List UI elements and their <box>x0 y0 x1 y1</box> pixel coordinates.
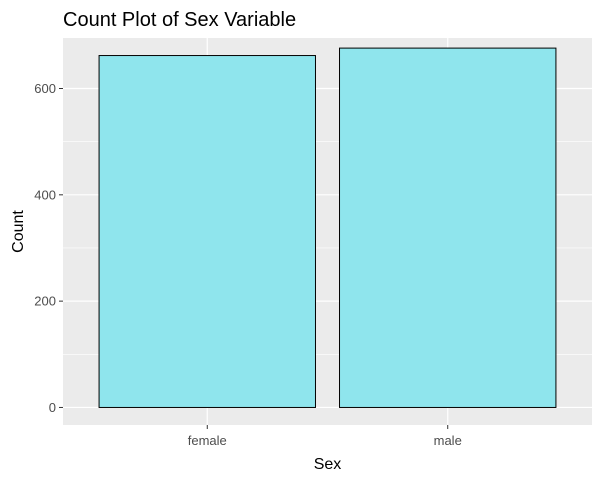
y-axis-title: Count <box>10 210 27 253</box>
y-tick-label: 0 <box>49 400 56 415</box>
y-axis: 0 200 400 600 <box>34 81 63 415</box>
y-tick-label: 200 <box>34 294 56 309</box>
x-axis-title: Sex <box>314 456 342 473</box>
chart-title: Count Plot of Sex Variable <box>63 9 296 31</box>
x-tick-label: male <box>434 433 462 448</box>
y-tick-label: 600 <box>34 81 56 96</box>
y-tick-label: 400 <box>34 187 56 202</box>
bar-female <box>98 55 316 408</box>
x-axis: female male <box>188 425 462 448</box>
bar-male <box>339 47 557 408</box>
bars <box>98 47 557 408</box>
x-tick-label: female <box>188 433 227 448</box>
